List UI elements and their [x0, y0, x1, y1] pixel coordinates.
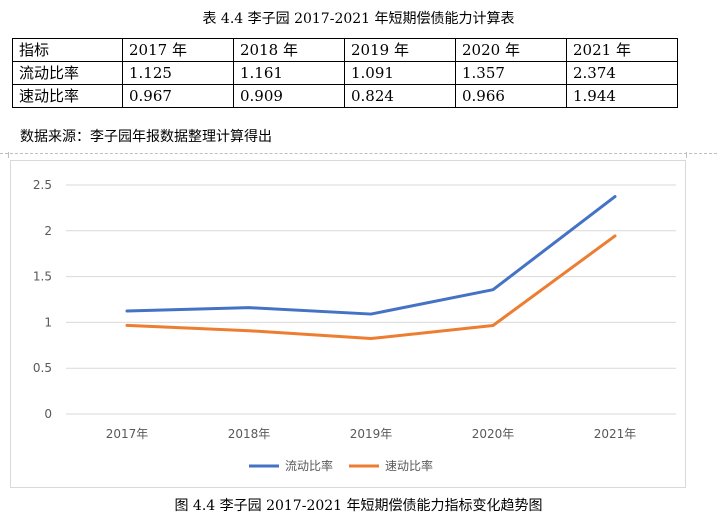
table-cell: 1.161 [233, 61, 345, 85]
x-tick-label: 2018年 [228, 427, 271, 441]
solvency-table: 指标 2017 年 2018 年 2019 年 2020 年 2021 年 流动… [12, 38, 678, 108]
x-tick-label: 2021年 [594, 427, 637, 441]
y-tick-label: 2 [44, 224, 52, 238]
x-tick-label: 2020年 [472, 427, 515, 441]
table-cell: 0.966 [455, 84, 567, 108]
page-divider [0, 153, 717, 154]
y-tick-label: 0.5 [33, 361, 52, 375]
table-cell: 2.374 [566, 61, 678, 85]
table-header-cell: 2020 年 [455, 38, 567, 62]
table-header-cell: 2021 年 [566, 38, 678, 62]
table-title: 表 4.4 李子园 2017-2021 年短期偿债能力计算表 [202, 11, 515, 27]
crop-mark [686, 152, 693, 158]
table-header-row: 指标 2017 年 2018 年 2019 年 2020 年 2021 年 [12, 38, 678, 62]
legend-label: 速动比率 [385, 458, 433, 473]
y-tick-label: 1.5 [33, 270, 52, 284]
figure-caption: 图 4.4 李子园 2017-2021 年短期偿债能力指标变化趋势图 [174, 498, 543, 514]
table-cell: 1.944 [566, 84, 678, 108]
series-line-2 [125, 234, 617, 341]
table-header-cell: 2018 年 [233, 38, 345, 62]
row-label: 流动比率 [12, 61, 123, 85]
x-tick-label: 2017年 [106, 427, 149, 441]
table-cell: 0.824 [344, 84, 456, 108]
table-row: 流动比率 1.125 1.161 1.091 1.357 2.374 [12, 61, 678, 85]
y-tick-label: 2.5 [33, 178, 52, 192]
table-cell: 1.091 [344, 61, 456, 85]
table-header-cell: 2017 年 [122, 38, 234, 62]
chart-frame: 0 0.5 1 1.5 2 2.5 2017年 2018年 2019年 2020年 2021年流动比… [10, 160, 686, 488]
row-label: 速动比率 [12, 84, 123, 108]
table-header-cell: 指标 [12, 38, 123, 62]
series-line-1 [125, 195, 617, 316]
line-chart: 0 0.5 1 1.5 2 2.5 2017年 2018年 2019年 2020年 2021年流动比… [33, 178, 676, 473]
table-cell: 0.967 [122, 84, 234, 108]
table-header-cell: 2019 年 [344, 38, 456, 62]
x-tick-label: 2019年 [350, 427, 393, 441]
table-cell: 0.909 [233, 84, 345, 108]
y-tick-label: 0 [44, 407, 52, 421]
data-source-note: 数据来源：李子园年报数据整理计算得出 [20, 129, 272, 145]
crop-mark [8, 152, 15, 158]
table-cell: 1.357 [455, 61, 567, 85]
table-row: 速动比率 0.967 0.909 0.824 0.966 1.944 [12, 84, 678, 108]
table-cell: 1.125 [122, 61, 234, 85]
y-tick-label: 1 [44, 315, 52, 329]
legend-label: 流动比率 [285, 458, 333, 473]
